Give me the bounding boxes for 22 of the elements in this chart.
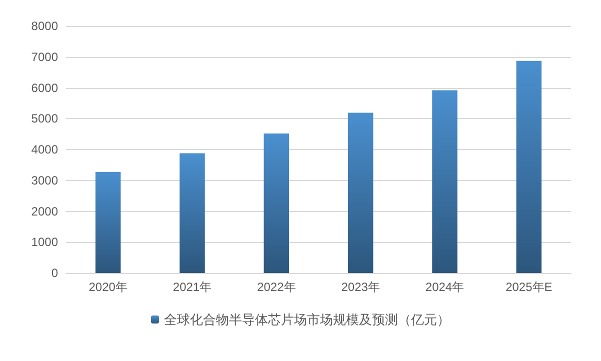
y-tick-label: 1000 (31, 235, 58, 250)
x-tick-label: 2022年 (257, 280, 296, 294)
y-tick-label: 3000 (31, 173, 58, 188)
y-tick-label: 4000 (31, 142, 58, 156)
x-tick-label: 2020年 (88, 280, 128, 294)
legend-label: 全球化合物半导体芯片场市场规模及预测（亿元） (164, 312, 450, 327)
bar (95, 172, 121, 273)
bar (180, 153, 205, 273)
y-tick-label: 0 (51, 266, 58, 280)
x-tick-label: 2024年 (425, 280, 464, 294)
bar (432, 90, 458, 273)
y-tick-label: 6000 (31, 80, 58, 95)
y-tick-label: 8000 (31, 19, 58, 33)
bar (264, 133, 290, 273)
bar (516, 60, 542, 273)
y-tick-label: 5000 (31, 112, 58, 126)
bar (348, 112, 374, 273)
y-tick-label: 7000 (31, 50, 58, 64)
x-tick-label: 2025年E (506, 280, 552, 294)
y-tick-label: 2000 (31, 204, 58, 218)
x-tick-label: 2023年 (341, 280, 380, 294)
x-tick-label: 2021年 (172, 280, 212, 294)
